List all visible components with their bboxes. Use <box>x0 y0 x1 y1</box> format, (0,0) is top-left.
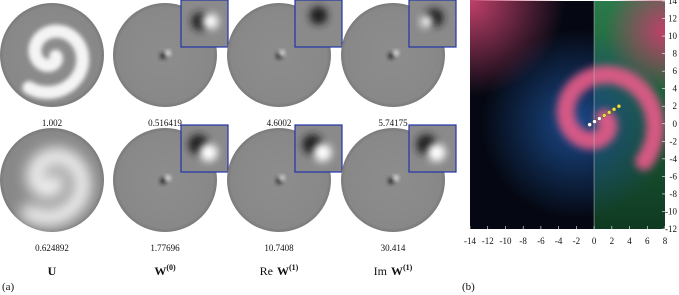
dipole-light <box>393 175 399 181</box>
disc-panel <box>341 124 457 232</box>
label-sup: (1) <box>289 263 299 272</box>
caption-value: 10.7408 <box>264 243 294 253</box>
caption-value: 5.74175 <box>378 118 408 128</box>
label-prefix: Re <box>260 264 273 278</box>
x-tick-label: 6 <box>645 236 650 246</box>
dipole-light <box>165 175 171 181</box>
x-tick-label: -12 <box>482 236 494 246</box>
column-label: Re W(1) <box>260 263 299 278</box>
spiral <box>556 65 665 171</box>
dipole-light <box>279 175 285 181</box>
trajectory-dot <box>606 110 612 115</box>
disc-panel <box>0 128 104 232</box>
trajectory-dot <box>616 104 622 109</box>
y-tick-label: -2 <box>670 136 678 146</box>
y-tick-label: 4 <box>673 84 678 94</box>
y-tick-label: 2 <box>673 101 678 111</box>
inset-light <box>202 13 219 30</box>
y-tick-label: 8 <box>673 49 678 59</box>
x-tick-label: -2 <box>573 236 581 246</box>
disc-panel <box>0 3 104 107</box>
x-tick-label: 2 <box>610 236 615 246</box>
inset-dark <box>309 6 328 25</box>
x-tick-label: -14 <box>464 236 476 246</box>
panel-a: 1.002 0.516419 4.6002 5.74175 0.624892 1.7769… <box>0 0 457 278</box>
caption-value: 1.77696 <box>150 243 180 253</box>
caption-value: 30.414 <box>381 243 406 253</box>
y-tick-label: -10 <box>665 206 677 216</box>
dipole-light <box>393 50 399 56</box>
x-tick-label: -10 <box>499 236 511 246</box>
y-tick-label: -8 <box>670 189 678 199</box>
inset-light <box>199 143 218 162</box>
x-tick-label: 8 <box>663 236 668 246</box>
dipole-dark <box>160 178 166 184</box>
field-image <box>470 0 665 229</box>
label-symbol: U <box>48 264 57 278</box>
column-label: U <box>48 264 57 278</box>
trajectory-dot <box>611 107 617 112</box>
disc-panel <box>227 0 343 107</box>
inset-light <box>420 15 433 28</box>
panel-label: (b) <box>462 281 475 293</box>
y-tick-label: 14 <box>668 0 678 6</box>
caption-value: 0.624892 <box>35 243 69 253</box>
red-glow <box>470 0 565 96</box>
y-tick-label: 6 <box>673 66 678 76</box>
x-tick-label: 0 <box>592 236 597 246</box>
label-symbol: W <box>154 264 166 278</box>
label-sup: (0) <box>166 263 176 272</box>
caption-value: 4.6002 <box>267 118 292 128</box>
spiral <box>20 148 91 226</box>
caption-value: 1.002 <box>42 118 62 128</box>
column-label: Im W(1) <box>374 263 413 278</box>
dipole-light <box>165 50 171 56</box>
dipole-light <box>279 50 285 56</box>
dipole-dark <box>388 178 394 184</box>
y-tick-label: 10 <box>668 31 678 41</box>
disc-panel <box>113 0 229 107</box>
trajectory-dot <box>592 119 597 124</box>
caption-value: 0.516419 <box>148 118 182 128</box>
inset-light <box>427 143 446 162</box>
x-tick-label: -4 <box>555 236 563 246</box>
inset-light <box>313 143 332 162</box>
trajectory-dot <box>587 122 592 127</box>
x-tick-label: -8 <box>519 236 527 246</box>
panel-label: (a) <box>2 281 15 293</box>
y-tick-label: -6 <box>670 171 678 181</box>
x-tick-label: 4 <box>627 236 632 246</box>
label-symbol: W <box>391 264 403 278</box>
y-tick-label: 0 <box>673 119 678 129</box>
disc-panel <box>341 0 457 107</box>
panel-b: -14 -12 -10 -8 -6 -4 -2 0 2 4 6 814121086420-2-4-6-… <box>464 0 678 246</box>
trajectory-dot <box>602 113 607 118</box>
dipole-dark <box>388 53 394 59</box>
column-label: W(0) <box>154 263 176 278</box>
y-tick-label: -4 <box>670 154 678 164</box>
label-sup: (1) <box>403 263 413 272</box>
x-tick-label: -6 <box>537 236 545 246</box>
dipole-dark <box>160 53 166 59</box>
disc-panel <box>113 124 229 232</box>
label-symbol: W <box>277 264 289 278</box>
y-tick-label: -12 <box>665 224 677 234</box>
label-prefix: Im <box>374 264 388 278</box>
spiral <box>22 24 90 99</box>
y-tick-label: 12 <box>668 14 677 24</box>
trajectory-dot <box>597 116 602 121</box>
disc-panel <box>227 124 343 232</box>
